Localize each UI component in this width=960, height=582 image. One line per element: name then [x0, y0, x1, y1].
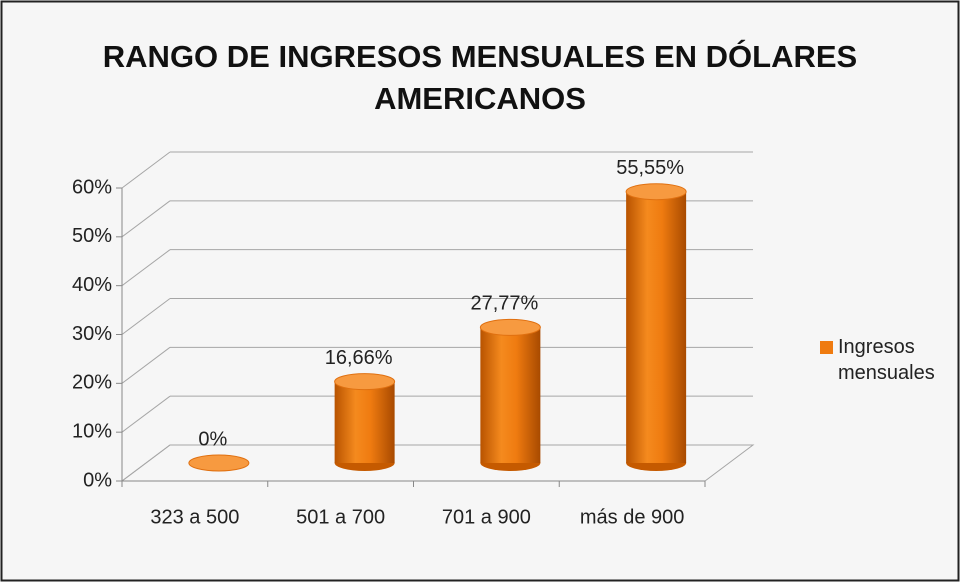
value-label: 0%	[198, 428, 227, 450]
legend-label: Ingresos mensuales	[838, 336, 935, 384]
grid-line	[121, 395, 171, 433]
y-tick-label: 40%	[72, 274, 112, 296]
chart-title: RANGO DE INGRESOS MENSUALES EN DÓLARES A…	[102, 39, 858, 116]
value-label: 16,66%	[325, 347, 393, 369]
bar	[334, 381, 395, 463]
bar-top	[479, 318, 541, 336]
y-tick-label: 0%	[83, 469, 112, 491]
bar-top	[625, 183, 687, 201]
bar	[626, 191, 687, 463]
x-tick-label: 701 a 900	[442, 506, 531, 528]
y-tick-label: 30%	[72, 323, 112, 345]
value-label: 55,55%	[616, 157, 684, 179]
bar	[480, 327, 541, 463]
y-tick-label: 60%	[72, 176, 112, 198]
legend-swatch	[820, 341, 833, 354]
grid-line	[121, 249, 171, 287]
x-tick-label: más de 900	[580, 506, 685, 528]
bar-top	[334, 373, 396, 391]
y-tick-label: 10%	[72, 420, 112, 442]
grid-line	[121, 200, 171, 238]
y-tick-label: 50%	[72, 225, 112, 247]
grid-line	[121, 346, 171, 384]
grid-line	[121, 444, 171, 482]
y-tick-label: 20%	[72, 372, 112, 394]
grid-line	[121, 151, 171, 189]
x-tick-label: 323 a 500	[150, 506, 239, 528]
grid-line	[121, 298, 171, 335]
value-label: 27,77%	[470, 293, 538, 315]
x-tick-label: 501 a 700	[296, 506, 385, 528]
bar-top	[188, 454, 250, 472]
